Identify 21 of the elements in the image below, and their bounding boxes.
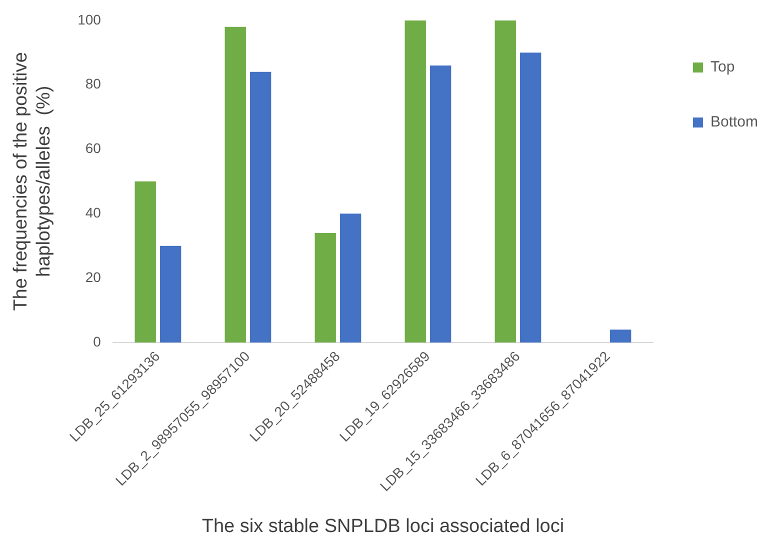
y-tick-label: 40 xyxy=(85,204,102,220)
y-tick-label: 20 xyxy=(85,268,102,285)
legend-label: Bottom xyxy=(710,114,758,131)
bar xyxy=(340,214,362,342)
bar xyxy=(430,65,452,342)
bar xyxy=(404,20,426,342)
y-tick-label: 0 xyxy=(93,333,102,350)
y-tick-label: 100 xyxy=(78,11,102,28)
y-tick-label: 60 xyxy=(85,140,102,156)
x-axis-title: The six stable SNPLDB loci associated loci xyxy=(202,516,564,537)
bar xyxy=(224,26,246,342)
bar xyxy=(494,20,516,342)
bar xyxy=(314,232,336,342)
bar xyxy=(134,181,156,342)
bar xyxy=(610,330,632,342)
legend-label: Top xyxy=(710,58,735,76)
bar xyxy=(160,246,182,342)
y-axis-title: The frequencies of the positive haplotypes/alleles (%) xyxy=(10,52,54,311)
bar xyxy=(250,72,272,342)
y-tick-label: 80 xyxy=(85,76,102,92)
bar xyxy=(520,52,542,342)
